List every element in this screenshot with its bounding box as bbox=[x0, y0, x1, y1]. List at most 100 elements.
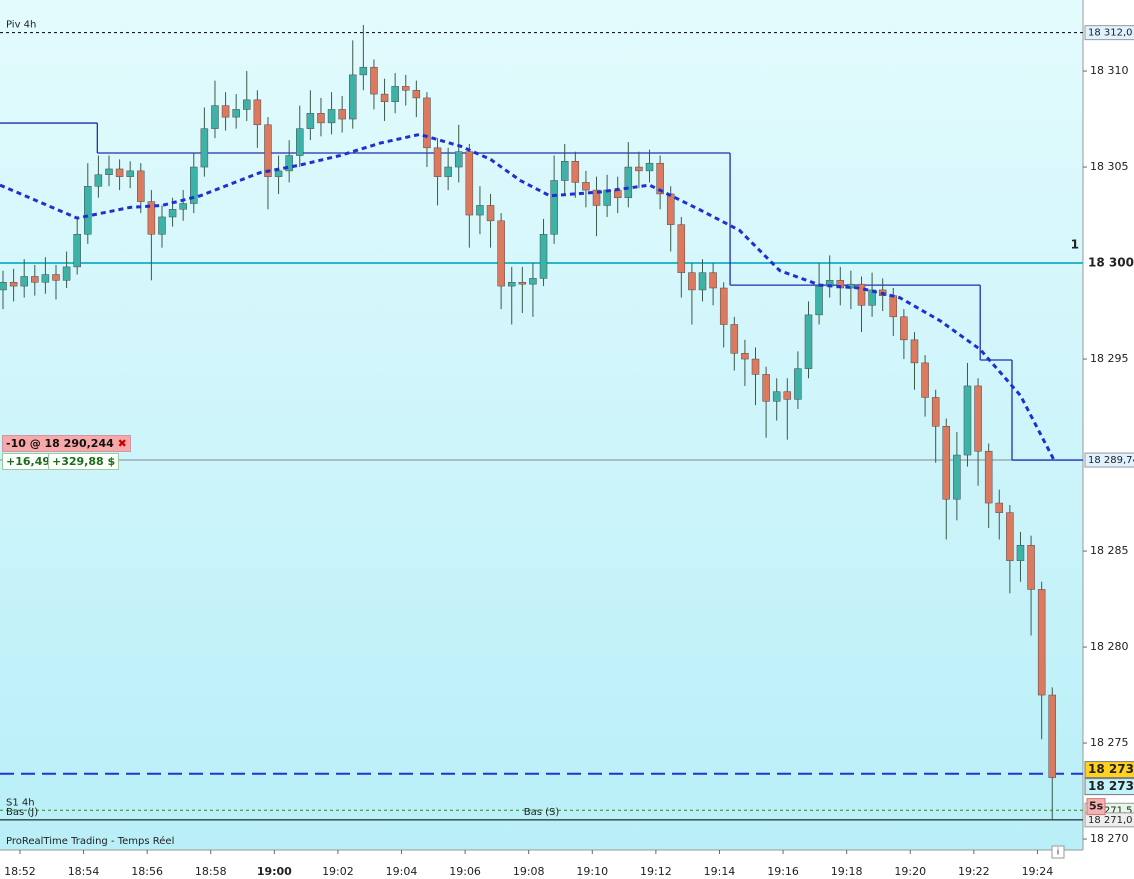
x-tick-label: 19:06 bbox=[449, 865, 481, 878]
x-tick-label: 18:54 bbox=[68, 865, 100, 878]
candle-body bbox=[73, 233, 81, 268]
timer-label: 5s bbox=[1089, 800, 1104, 813]
candle-body bbox=[190, 166, 198, 204]
candle-body bbox=[1016, 545, 1025, 561]
candle-body bbox=[433, 147, 442, 177]
candle-body bbox=[592, 189, 601, 206]
candle-body bbox=[730, 324, 739, 354]
candle-body bbox=[772, 391, 781, 402]
candle-body bbox=[126, 170, 134, 177]
candle-body bbox=[497, 220, 505, 287]
candle-body bbox=[359, 66, 368, 76]
candle-body bbox=[984, 450, 993, 504]
candle-body bbox=[666, 193, 675, 225]
candle-body bbox=[529, 278, 537, 285]
candle-body bbox=[1037, 589, 1046, 696]
x-tick-label: 19:10 bbox=[576, 865, 608, 878]
x-tick-label: 19:18 bbox=[831, 865, 863, 878]
x-tick-label: 18:58 bbox=[195, 865, 227, 878]
candle-body bbox=[507, 281, 516, 287]
candle-body bbox=[910, 339, 919, 364]
candle-body bbox=[62, 266, 71, 281]
candle-body bbox=[794, 368, 802, 400]
candle-body bbox=[221, 105, 230, 118]
level-name: Piv 4h bbox=[6, 20, 36, 31]
candle-body bbox=[688, 272, 696, 291]
level-value-label: 18 271,0 bbox=[1088, 815, 1133, 826]
candle-body bbox=[380, 93, 389, 103]
plot-area bbox=[0, 0, 1083, 850]
candle-body bbox=[1027, 545, 1035, 590]
level-value-label: 18 271,5 bbox=[1088, 805, 1133, 816]
candle-body bbox=[783, 391, 792, 400]
timer-box bbox=[1086, 798, 1106, 816]
candle-body bbox=[931, 397, 940, 427]
position-order[interactable]: -10 @ 18 290,244 ✖ bbox=[2, 435, 131, 452]
candle-body bbox=[942, 425, 951, 500]
footer: ProRealTime Trading - Temps Réel bbox=[6, 835, 174, 847]
candle-body bbox=[253, 99, 262, 126]
candle-body bbox=[52, 274, 60, 281]
level-name: Bas (J) bbox=[6, 807, 38, 818]
candle-body bbox=[454, 151, 463, 168]
x-tick-label: 19:00 bbox=[257, 865, 292, 878]
candle-body bbox=[889, 295, 898, 318]
candle-body bbox=[539, 233, 548, 279]
candle-body bbox=[698, 272, 707, 291]
pnl-text: +329,88 $ bbox=[52, 455, 116, 468]
candle-body bbox=[147, 201, 156, 235]
candle-body bbox=[243, 99, 251, 110]
candle-body bbox=[656, 162, 664, 195]
candle-body bbox=[9, 281, 18, 287]
candle-body bbox=[200, 128, 209, 168]
price-box-label: 18 273, bbox=[1088, 779, 1134, 793]
candle-body bbox=[232, 109, 240, 118]
candle-body bbox=[179, 203, 187, 210]
order-text: -10 @ 18 290,244 bbox=[6, 437, 114, 450]
x-tick-label: 18:56 bbox=[131, 865, 163, 878]
candle-body bbox=[709, 272, 717, 289]
candle-body bbox=[158, 216, 166, 235]
candle-body bbox=[349, 74, 357, 120]
candle-body bbox=[635, 166, 643, 172]
moving-average bbox=[0, 132, 1056, 462]
y-tick-label: 18 295 bbox=[1090, 352, 1129, 365]
candle-body bbox=[645, 162, 654, 172]
close-icon[interactable]: ✖ bbox=[117, 437, 127, 450]
x-tick-label: 19:14 bbox=[704, 865, 736, 878]
candle-body bbox=[677, 224, 686, 273]
level-marker: 1 bbox=[1071, 238, 1079, 252]
y-tick-label: 18 305 bbox=[1090, 160, 1129, 173]
candle-body bbox=[31, 276, 39, 283]
x-tick-label: 19:20 bbox=[894, 865, 926, 878]
x-tick-label: 19:16 bbox=[767, 865, 799, 878]
level-value-box bbox=[1084, 452, 1134, 468]
candle-body bbox=[84, 185, 92, 235]
candle-body bbox=[751, 358, 760, 375]
candle-body bbox=[285, 155, 293, 172]
candle-body bbox=[815, 285, 823, 316]
candle-body bbox=[20, 276, 28, 287]
candle-body bbox=[518, 281, 527, 285]
x-axis-area bbox=[0, 850, 1083, 879]
level-value-label: 18 300 bbox=[1088, 256, 1134, 270]
candle-body bbox=[560, 161, 569, 181]
candle-body bbox=[868, 289, 876, 306]
y-tick-label: 18 280 bbox=[1090, 640, 1129, 653]
candle-body bbox=[370, 66, 378, 95]
info-icon[interactable] bbox=[1051, 845, 1065, 859]
candle-body bbox=[401, 86, 410, 91]
candle-body bbox=[327, 109, 336, 124]
candle-body bbox=[857, 283, 866, 306]
candle-body bbox=[94, 174, 103, 187]
candle-body bbox=[582, 182, 590, 191]
candle-body bbox=[137, 170, 145, 202]
level-name: Bas (S) bbox=[524, 807, 560, 818]
price-box bbox=[1084, 761, 1134, 779]
x-tick-label: 19:04 bbox=[386, 865, 418, 878]
candle-body bbox=[995, 502, 1004, 513]
y-tick-label: 18 310 bbox=[1090, 64, 1129, 77]
level-value-label: 18 312,0 bbox=[1088, 28, 1133, 39]
